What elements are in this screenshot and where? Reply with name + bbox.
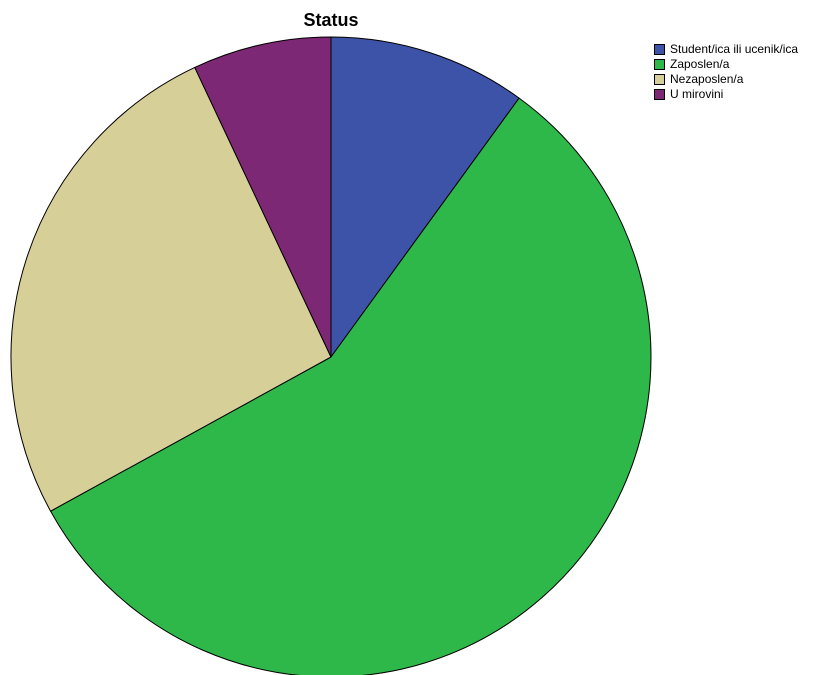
legend-swatch [654, 44, 665, 55]
pie-slice [50, 97, 652, 675]
legend-label: U mirovini [670, 87, 724, 101]
legend-swatch [654, 59, 665, 70]
legend-label: Zaposlen/a [670, 57, 730, 71]
pie-slices [10, 36, 652, 675]
legend-swatch [654, 74, 665, 85]
pie-slice [194, 36, 332, 358]
legend: Student/ica ili ucenik/ica Zaposlen/a Ne… [654, 42, 798, 102]
legend-item: Zaposlen/a [654, 57, 798, 72]
legend-item: Nezaposlen/a [654, 72, 798, 87]
pie-slice [10, 66, 332, 512]
legend-label: Student/ica ili ucenik/ica [670, 42, 799, 56]
legend-swatch [654, 89, 665, 100]
chart-title: Status [303, 10, 359, 30]
pie-slice [330, 36, 520, 358]
legend-label: Nezaposlen/a [670, 72, 744, 86]
legend-item: Student/ica ili ucenik/ica [654, 42, 798, 57]
legend-item: U mirovini [654, 87, 798, 102]
